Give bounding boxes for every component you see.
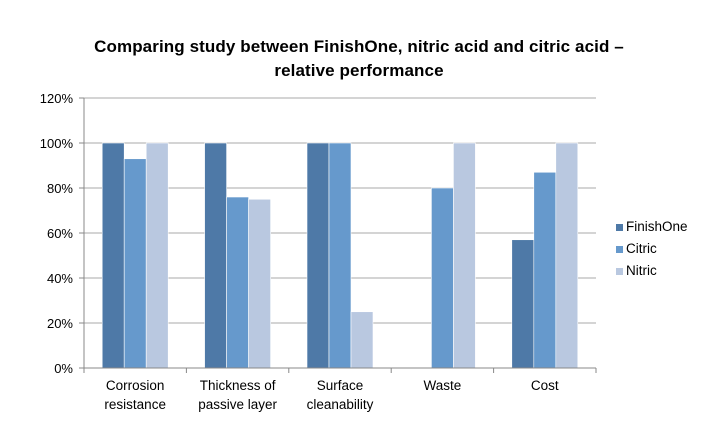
bar-citric	[226, 196, 249, 369]
x-tick-label: Corrosion	[106, 378, 165, 393]
bar-nitric	[350, 311, 374, 369]
x-tick-label: Cost	[531, 378, 559, 393]
legend-swatch	[616, 246, 623, 253]
x-tick-label: resistance	[104, 397, 166, 412]
chart-title-line-1: Comparing study between FinishOne, nitri…	[94, 37, 624, 56]
bar-citric	[328, 142, 352, 369]
bar-finishone	[204, 142, 227, 369]
bar-finishone	[511, 239, 535, 369]
y-tick-label: 120%	[40, 91, 74, 106]
chart-title-line-2: relative performance	[274, 61, 444, 80]
legend-label: FinishOne	[626, 219, 688, 234]
bar-nitric	[555, 142, 579, 369]
bar-citric	[123, 158, 147, 369]
axes	[79, 97, 597, 373]
y-tick-label: 100%	[40, 136, 74, 151]
y-tick-label: 80%	[47, 181, 73, 196]
x-tick-labels: Corrosion resistance Thickness of passive l…	[104, 378, 558, 412]
legend-label: Citric	[626, 241, 657, 256]
bar-nitric	[453, 142, 476, 369]
bars	[101, 142, 579, 369]
bar-nitric	[248, 198, 271, 369]
y-tick-label: 60%	[47, 226, 73, 241]
y-tick-label: 0%	[54, 361, 73, 376]
bar-finishone	[101, 142, 125, 369]
y-tick-label: 40%	[47, 271, 73, 286]
legend-swatch	[616, 268, 623, 275]
x-tick-label: Thickness of	[200, 378, 276, 393]
bar-citric	[533, 171, 557, 369]
x-tick-label: passive layer	[198, 397, 277, 412]
x-tick-label: Waste	[424, 378, 462, 393]
bar-finishone	[306, 142, 330, 369]
bar-citric	[431, 187, 454, 369]
y-tick-label: 20%	[47, 316, 73, 331]
legend-label: Nitric	[626, 263, 657, 278]
y-tick-labels: 0% 20% 40% 60% 80% 100% 120%	[40, 91, 74, 376]
x-tick-label: Surface	[317, 378, 364, 393]
legend-swatch	[616, 224, 623, 231]
legend: FinishOne Citric Nitric	[616, 219, 688, 278]
x-tick-label: cleanability	[307, 397, 374, 412]
bar-nitric	[145, 142, 169, 369]
